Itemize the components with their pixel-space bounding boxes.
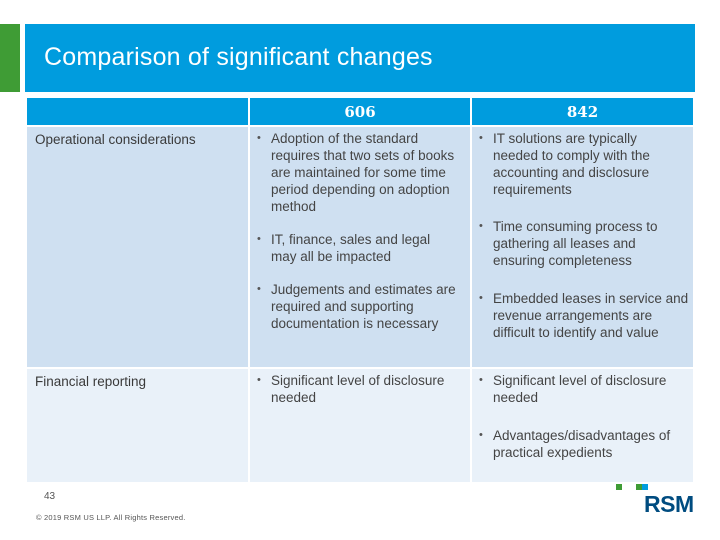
accent-bar (0, 24, 20, 92)
cell-operational-606: Adoption of the standard requires that t… (250, 127, 470, 367)
title-bar: Comparison of significant changes (25, 24, 695, 92)
column-header-606: 606 (250, 98, 470, 125)
list-item: Embedded leases in service and revenue a… (479, 290, 689, 341)
cell-financial-606: Significant level of disclosure needed (250, 369, 470, 482)
page-title: Comparison of significant changes (44, 43, 433, 71)
copyright-notice: © 2019 RSM US LLP. All Rights Reserved. (36, 513, 186, 522)
list-item: Advantages/disadvantages of practical ex… (479, 427, 679, 461)
list-item: Time consuming process to gathering all … (479, 218, 679, 269)
list-item: Adoption of the standard requires that t… (257, 130, 467, 215)
table-header-empty (27, 98, 248, 125)
column-header-842: 842 (472, 98, 693, 125)
row-label-operational: Operational considerations (27, 127, 248, 367)
rsm-logo: RSM (614, 481, 700, 521)
logo-mark (616, 484, 622, 490)
list-item: IT, finance, sales and legal may all be … (257, 231, 457, 265)
list-item: Significant level of disclosure needed (257, 372, 467, 406)
row-label-financial: Financial reporting (27, 369, 248, 482)
list-item: Significant level of disclosure needed (479, 372, 689, 406)
page-number: 43 (44, 491, 56, 502)
cell-operational-842: IT solutions are typically needed to com… (472, 127, 693, 367)
logo-mark (642, 484, 648, 490)
logo-text: RSM (644, 491, 694, 517)
cell-financial-842: Significant level of disclosure needed A… (472, 369, 693, 482)
list-item: Judgements and estimates are required an… (257, 281, 467, 332)
list-item: IT solutions are typically needed to com… (479, 130, 679, 198)
logo-mark (636, 484, 642, 490)
